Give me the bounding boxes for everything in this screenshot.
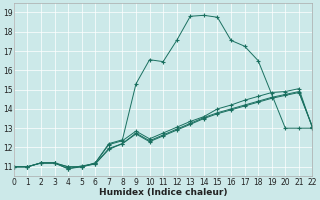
X-axis label: Humidex (Indice chaleur): Humidex (Indice chaleur) bbox=[99, 188, 228, 197]
